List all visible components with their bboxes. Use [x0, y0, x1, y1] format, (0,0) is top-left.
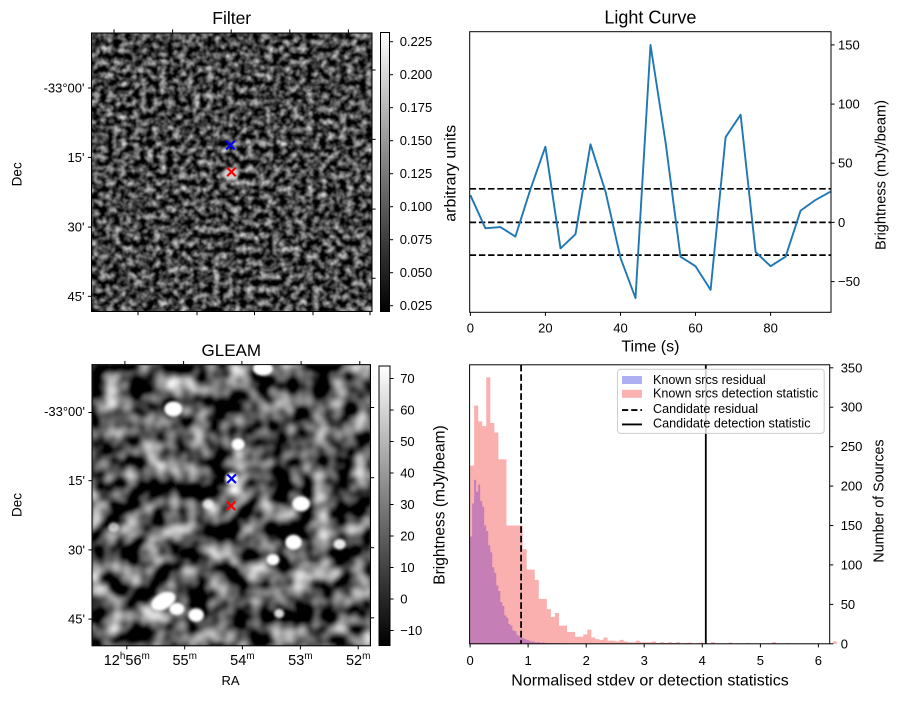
svg-text:30': 30'	[68, 542, 85, 557]
svg-text:-33°00': -33°00'	[44, 404, 85, 419]
svg-text:RA: RA	[221, 673, 239, 688]
svg-text:80: 80	[763, 321, 777, 336]
svg-text:2: 2	[583, 653, 590, 668]
svg-text:Time (s): Time (s)	[621, 339, 679, 356]
svg-text:GLEAM: GLEAM	[202, 341, 262, 360]
svg-text:Brightness (mJy/beam): Brightness (mJy/beam)	[432, 425, 449, 584]
svg-text:60: 60	[400, 403, 414, 418]
svg-text:0: 0	[838, 215, 845, 230]
svg-text:40: 40	[613, 321, 627, 336]
svg-text:70: 70	[400, 371, 414, 386]
svg-text:0.200: 0.200	[400, 67, 433, 82]
svg-text:30: 30	[400, 497, 414, 512]
svg-text:50: 50	[841, 597, 855, 612]
svg-text:150: 150	[838, 37, 860, 52]
svg-text:20: 20	[538, 321, 552, 336]
svg-text:−10: −10	[400, 623, 422, 638]
svg-text:12h56m: 12h56m	[104, 651, 150, 669]
svg-text:300: 300	[841, 400, 863, 415]
svg-text:100: 100	[838, 97, 860, 112]
svg-text:−50: −50	[838, 274, 860, 289]
svg-text:Known srcs detection statistic: Known srcs detection statistic	[653, 387, 818, 401]
svg-text:60: 60	[688, 321, 702, 336]
svg-text:6: 6	[815, 653, 822, 668]
svg-text:150: 150	[841, 518, 863, 533]
svg-text:20: 20	[400, 529, 414, 544]
svg-text:30': 30'	[68, 220, 85, 235]
svg-text:0.150: 0.150	[400, 133, 433, 148]
svg-text:0.175: 0.175	[400, 100, 433, 115]
svg-text:200: 200	[841, 479, 863, 494]
svg-text:0.050: 0.050	[400, 265, 433, 280]
svg-text:250: 250	[841, 439, 863, 454]
svg-text:Candidate detection statistic: Candidate detection statistic	[653, 416, 811, 430]
svg-text:0: 0	[400, 592, 407, 607]
svg-text:0: 0	[467, 321, 474, 336]
svg-text:350: 350	[841, 360, 863, 375]
svg-text:0.075: 0.075	[400, 232, 433, 247]
svg-text:100: 100	[841, 557, 863, 572]
svg-text:50: 50	[838, 156, 852, 171]
svg-text:45': 45'	[68, 289, 85, 304]
svg-text:40: 40	[400, 466, 414, 481]
svg-text:15': 15'	[68, 150, 85, 165]
svg-text:0: 0	[466, 653, 473, 668]
svg-text:0: 0	[841, 636, 848, 651]
svg-text:Filter: Filter	[212, 8, 251, 28]
svg-text:Dec: Dec	[10, 162, 25, 186]
svg-text:4: 4	[699, 653, 706, 668]
svg-text:10: 10	[400, 560, 414, 575]
svg-text:arbitrary units: arbitrary units	[443, 125, 460, 222]
svg-text:15': 15'	[68, 473, 85, 488]
svg-text:Normalised stdev or detection: Normalised stdev or detection statistics	[511, 673, 788, 690]
svg-text:0.025: 0.025	[400, 298, 433, 313]
svg-text:Known srcs residual: Known srcs residual	[653, 373, 766, 387]
svg-text:50: 50	[400, 434, 414, 449]
svg-text:Light Curve: Light Curve	[604, 8, 696, 28]
svg-text:-33°00': -33°00'	[44, 81, 85, 96]
svg-text:1: 1	[524, 653, 531, 668]
svg-text:Brightness (mJy/beam): Brightness (mJy/beam)	[874, 100, 890, 250]
svg-text:Dec: Dec	[10, 493, 25, 517]
svg-text:3: 3	[641, 653, 648, 668]
svg-text:45': 45'	[68, 612, 85, 627]
svg-text:0.100: 0.100	[400, 199, 433, 214]
svg-text:0.225: 0.225	[400, 34, 433, 49]
svg-text:Number of Sources: Number of Sources	[872, 439, 888, 562]
svg-text:5: 5	[757, 653, 764, 668]
svg-text:0.125: 0.125	[400, 166, 433, 181]
svg-text:Candidate residual: Candidate residual	[653, 402, 758, 416]
